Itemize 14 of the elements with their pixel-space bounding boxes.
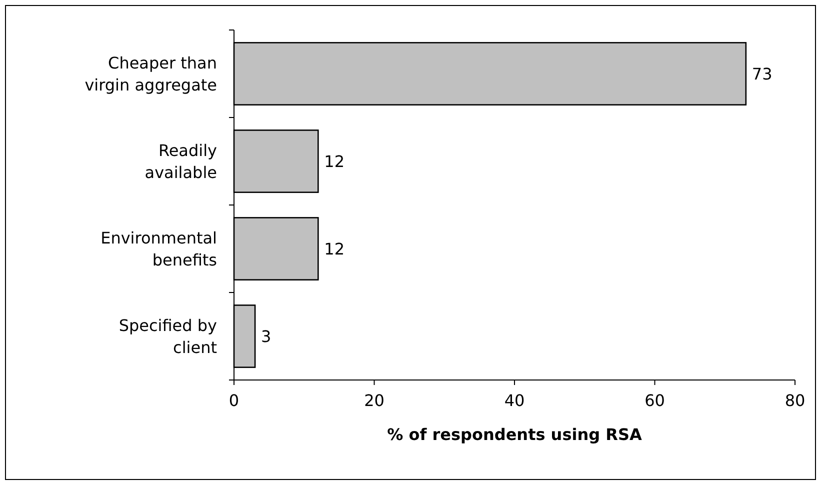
x-tick-label: 40 — [504, 391, 525, 410]
y-tick-label: Readily available — [144, 140, 217, 182]
x-axis-title: % of respondents using RSA — [387, 425, 642, 444]
y-tick-label: Environmental benefits — [100, 228, 217, 270]
data-label: 3 — [261, 326, 272, 346]
x-tick-label: 80 — [784, 391, 806, 410]
data-label: 73 — [752, 64, 772, 84]
data-label: 12 — [324, 152, 345, 171]
y-tick-label: Cheaper than virgin aggregate — [84, 53, 217, 94]
y-tick-label: Specified by client — [118, 316, 217, 357]
x-tick-label: 20 — [364, 391, 384, 410]
data-label: 12 — [324, 239, 345, 258]
x-tick-label: 0 — [228, 391, 240, 410]
x-tick-label: 60 — [644, 391, 665, 410]
